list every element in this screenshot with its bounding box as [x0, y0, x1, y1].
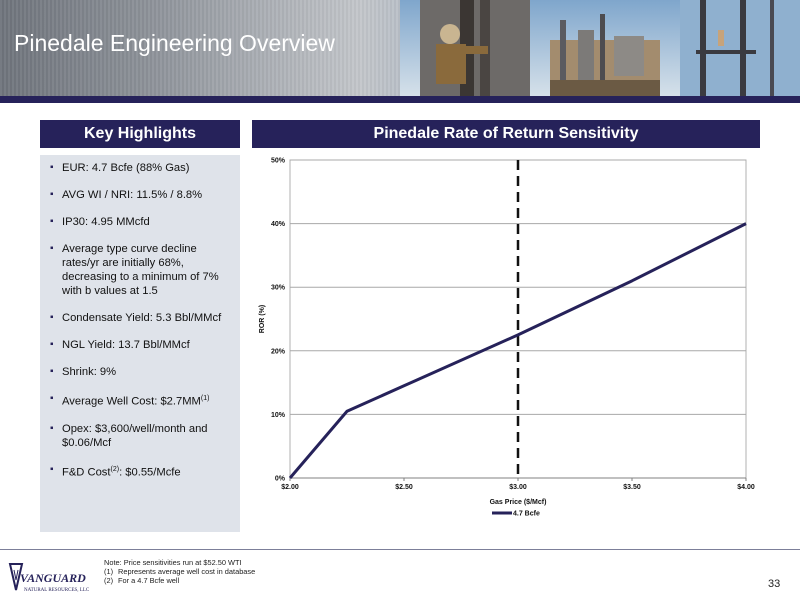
- highlight-item: F&D Cost(2): $0.55/Mcfe: [50, 463, 234, 480]
- highlight-text: IP30: 4.95 MMcfd: [62, 216, 150, 228]
- svg-text:NATURAL RESOURCES, LLC: NATURAL RESOURCES, LLC: [24, 588, 90, 593]
- highlight-text: NGL Yield: 13.7 Bbl/MMcf: [62, 339, 190, 351]
- highlight-item: Average type curve decline rates/yr are …: [50, 242, 234, 298]
- y-tick-label: 10%: [271, 412, 286, 419]
- header-brushed-metal: [0, 0, 400, 96]
- y-tick-label: 20%: [271, 348, 286, 355]
- highlight-text: Condensate Yield: 5.3 Bbl/MMcf: [62, 312, 222, 324]
- svg-text:VANGUARD: VANGUARD: [20, 571, 86, 585]
- footnote-text: Represents average well cost in database: [118, 567, 256, 576]
- highlight-text: EUR: 4.7 Bcfe (88% Gas): [62, 162, 190, 174]
- header-divider-bar: [0, 96, 800, 103]
- x-tick-label: $4.00: [737, 484, 755, 491]
- highlight-text: Shrink: 9%: [62, 366, 117, 378]
- x-tick-label: $2.00: [281, 484, 299, 491]
- page-number: 33: [768, 578, 781, 590]
- highlight-item: NGL Yield: 13.7 Bbl/MMcf: [50, 338, 234, 352]
- y-tick-label: 40%: [271, 221, 286, 228]
- key-highlights-panel: EUR: 4.7 Bcfe (88% Gas) AVG WI / NRI: 11…: [40, 155, 240, 532]
- page-title: Pinedale Engineering Overview: [14, 30, 335, 56]
- x-axis-ticks: $2.00 $2.50 $3.00 $3.50 $4.00: [281, 478, 755, 491]
- y-tick-label: 0%: [275, 476, 286, 483]
- chart-series: [288, 222, 747, 479]
- footnote-text: For a 4.7 Bcfe well: [118, 576, 180, 585]
- highlight-text: F&D Cost: [62, 466, 111, 479]
- highlight-text: Opex: $3,600/well/month and $0.06/Mcf: [62, 422, 208, 449]
- chart-heading: Pinedale Rate of Return Sensitivity: [252, 120, 760, 148]
- footnote-note: Note: Price sensitivities run at $52.50 …: [104, 558, 242, 567]
- y-tick-label: 30%: [271, 285, 286, 292]
- x-axis-label: Gas Price ($/Mcf): [490, 499, 547, 506]
- x-tick-label: $2.50: [395, 484, 413, 491]
- footnote-row: (2) For a 4.7 Bcfe well: [104, 576, 255, 585]
- key-highlights-heading: Key Highlights: [40, 120, 240, 148]
- highlight-item: Shrink: 9%: [50, 365, 234, 379]
- plot-area-border: [289, 159, 747, 479]
- series-line-4-7-bcfe: [288, 222, 747, 479]
- x-tick-label: $3.50: [623, 484, 641, 491]
- footnotes: Note: Price sensitivities run at $52.50 …: [104, 558, 255, 585]
- footnote-number: (2): [104, 576, 114, 585]
- ror-sensitivity-chart: 0% 10% 20% 30% 40% 50% $2.00 $2.50 $3.00 $3.50 $4…: [259, 158, 755, 518]
- footnote-row: (1) Represents average well cost in data…: [104, 567, 255, 576]
- highlight-item: EUR: 4.7 Bcfe (88% Gas): [50, 161, 234, 175]
- highlight-item: IP30: 4.95 MMcfd: [50, 215, 234, 229]
- highlight-text: Average type curve decline rates/yr are …: [62, 243, 219, 297]
- footnote-marker: (1): [200, 395, 210, 402]
- highlight-text: Average Well Cost: $2.7MM: [62, 395, 201, 408]
- header-banner: Pinedale Engineering Overview: [0, 0, 800, 96]
- chart-gridlines: [289, 159, 747, 479]
- highlight-item: Condensate Yield: 5.3 Bbl/MMcf: [50, 311, 234, 325]
- chart-legend: 4.7 Bcfe: [492, 511, 540, 518]
- y-tick-label: 50%: [271, 158, 286, 165]
- footnote-number: (1): [104, 567, 114, 576]
- footer-divider: [0, 549, 800, 550]
- highlight-text-tail: : $0.55/Mcfe: [119, 466, 181, 479]
- footnote-marker: (2): [110, 465, 120, 473]
- y-axis-label: ROR (%): [259, 305, 266, 333]
- header-photo-collage: [400, 0, 800, 96]
- highlight-item: Average Well Cost: $2.7MM(1): [50, 392, 234, 409]
- highlights-list: EUR: 4.7 Bcfe (88% Gas) AVG WI / NRI: 11…: [50, 161, 234, 479]
- highlight-item: AVG WI / NRI: 11.5% / 8.8%: [50, 188, 234, 202]
- highlight-item: Opex: $3,600/well/month and $0.06/Mcf: [50, 422, 234, 450]
- vanguard-logo: VANGUARD NATURAL RESOURCES, LLC: [8, 563, 90, 593]
- y-axis-ticks: 0% 10% 20% 30% 40% 50%: [271, 158, 286, 483]
- x-tick-label: $3.00: [509, 484, 527, 491]
- highlight-text: AVG WI / NRI: 11.5% / 8.8%: [62, 189, 203, 201]
- legend-label-4-7-bcfe: 4.7 Bcfe: [513, 511, 540, 518]
